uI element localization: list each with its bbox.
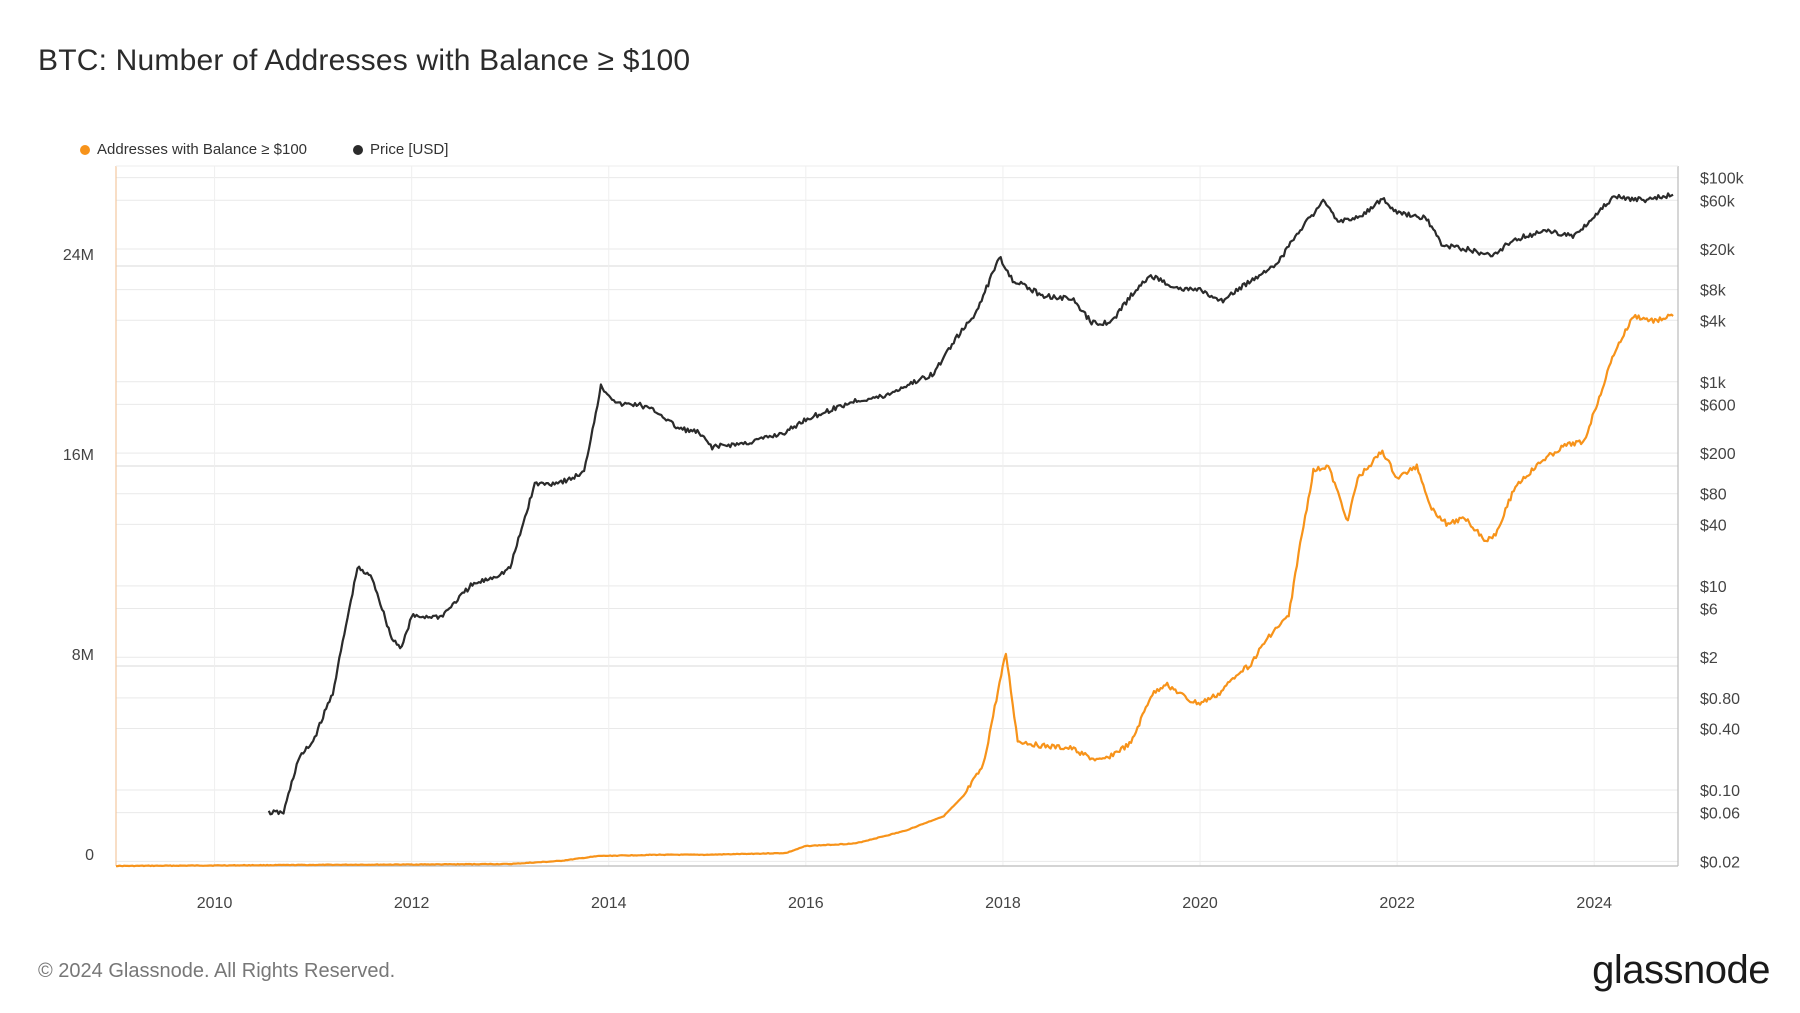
y-right-tick-label: $20k <box>1700 242 1736 259</box>
y-right-tick-label: $10 <box>1700 579 1727 596</box>
x-tick-label: 2012 <box>394 895 430 912</box>
legend-dot-addresses <box>80 144 90 155</box>
y-right-tick-label: $1k <box>1700 375 1727 392</box>
y-left-tick-label: 16M <box>63 447 94 464</box>
y-right-tick-label: $0.40 <box>1700 722 1740 739</box>
grid <box>116 166 1678 867</box>
legend-item-price[interactable]: Price [USD] <box>353 141 448 158</box>
glassnode-logo: glassnode <box>1592 948 1770 992</box>
series-lines <box>116 192 1674 868</box>
x-tick-label: 2024 <box>1576 895 1612 912</box>
legend-item-addresses[interactable]: Addresses with Balance ≥ $100 <box>80 141 307 158</box>
y-right-tick-label: $80 <box>1700 487 1727 504</box>
y-right-tick-label: $4k <box>1700 313 1727 330</box>
price-series-line <box>267 192 1674 816</box>
y-right-tick-label: $2 <box>1700 650 1718 667</box>
chart-title: BTC: Number of Addresses with Balance ≥ … <box>38 44 691 77</box>
y-right-tick-label: $6 <box>1700 602 1718 619</box>
y-right-tick-label: $0.10 <box>1700 783 1740 800</box>
copyright-footer: © 2024 Glassnode. All Rights Reserved. <box>38 960 396 982</box>
legend-label-price: Price [USD] <box>370 141 449 158</box>
x-tick-label: 2022 <box>1379 895 1415 912</box>
addresses-series-line <box>116 313 1674 868</box>
x-tick-label: 2018 <box>985 895 1021 912</box>
x-tick-label: 2020 <box>1182 895 1218 912</box>
x-tick-label: 2010 <box>197 895 233 912</box>
legend-dot-price <box>353 144 364 155</box>
tick-labels: 0 8M 16M 24M $100k $60k $20k $8k $4k $1k $600 $200 $… <box>63 171 1745 912</box>
y-right-tick-label: $8k <box>1700 283 1727 300</box>
x-tick-label: 2014 <box>591 895 627 912</box>
y-right-tick-label: $200 <box>1700 446 1736 463</box>
y-right-tick-label: $100k <box>1700 171 1745 188</box>
y-right-tick-label: $40 <box>1700 517 1727 534</box>
y-right-tick-label: $0.02 <box>1700 854 1740 871</box>
y-left-tick-label: 8M <box>72 647 94 664</box>
y-right-tick-label: $60k <box>1700 193 1736 210</box>
legend: Addresses with Balance ≥ $100 Price [USD… <box>80 141 448 158</box>
y-right-tick-label: $600 <box>1700 397 1736 414</box>
y-right-tick-label: $0.80 <box>1700 691 1740 708</box>
x-tick-label: 2016 <box>788 895 824 912</box>
y-right-tick-label: $0.06 <box>1700 806 1740 823</box>
y-left-tick-label: 24M <box>63 247 94 264</box>
legend-label-addresses: Addresses with Balance ≥ $100 <box>97 141 308 158</box>
axes <box>115 165 1679 867</box>
y-left-tick-label: 0 <box>85 847 94 864</box>
